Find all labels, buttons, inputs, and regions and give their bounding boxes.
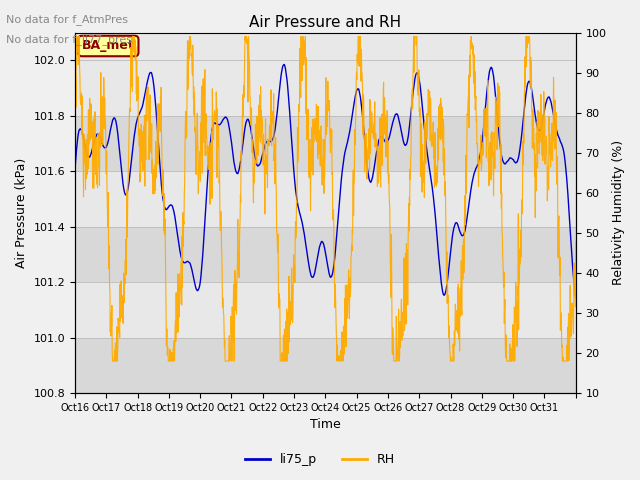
Bar [75, 227, 576, 282]
Text: No data for f_AtmPres: No data for f_AtmPres [6, 14, 129, 25]
Bar [75, 116, 576, 171]
Text: BA_met: BA_met [82, 39, 135, 52]
Bar [75, 282, 576, 337]
Legend: li75_p, RH: li75_p, RH [240, 448, 400, 471]
X-axis label: Time: Time [310, 419, 340, 432]
Bar [75, 60, 576, 116]
Bar [75, 171, 576, 227]
Y-axis label: Relativity Humidity (%): Relativity Humidity (%) [612, 140, 625, 286]
Y-axis label: Air Pressure (kPa): Air Pressure (kPa) [15, 158, 28, 268]
Bar [75, 337, 576, 393]
Title: Air Pressure and RH: Air Pressure and RH [250, 15, 401, 30]
Text: No data for f_li77_pres: No data for f_li77_pres [6, 34, 132, 45]
